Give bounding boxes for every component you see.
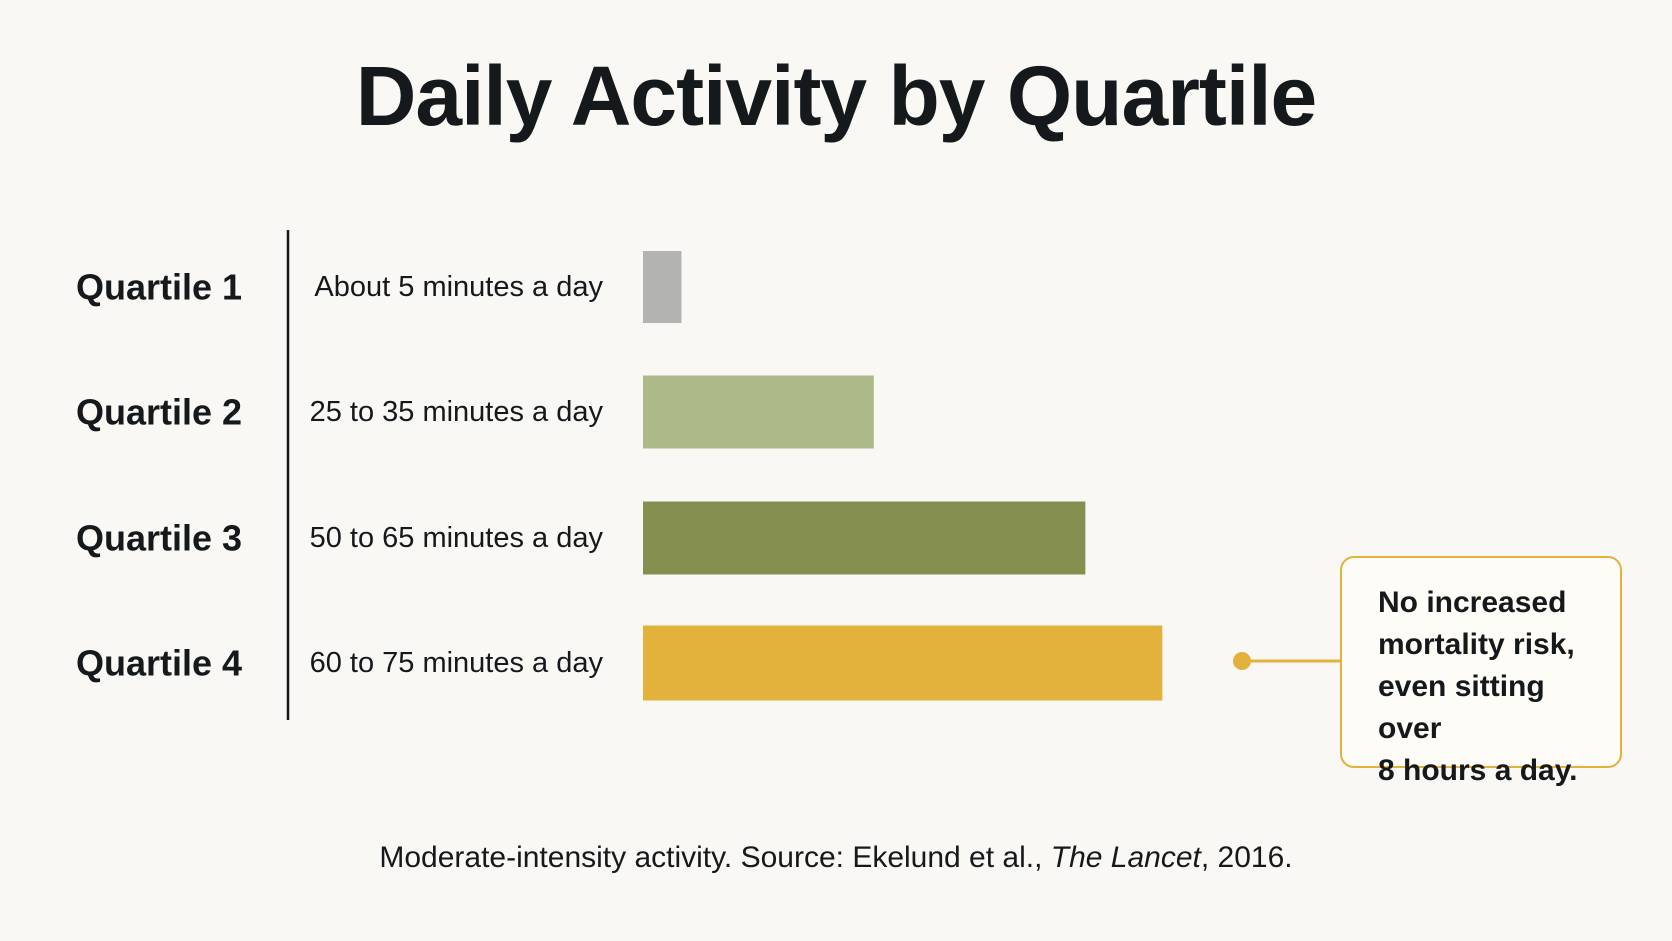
duration-label: About 5 minutes a day [314, 271, 603, 303]
annotation-callout: No increased mortality risk, even sittin… [1340, 556, 1622, 787]
callout-line: 8 hours a day. [1378, 754, 1578, 787]
duration-label: 25 to 35 minutes a day [310, 396, 604, 428]
bar [643, 501, 1086, 575]
callout-line: even sitting over [1378, 670, 1545, 745]
callout-text: No increased mortality risk, even sittin… [1378, 582, 1604, 792]
bar-rows: Quartile 1 About 5 minutes a day Quartile … [76, 251, 1163, 701]
callout-connector [1233, 652, 1340, 670]
callout-line: mortality risk, [1378, 628, 1575, 661]
category-label: Quartile 2 [76, 392, 242, 433]
source-prefix: Moderate-intensity activity. Source: Eke… [379, 841, 1051, 874]
source-note: Moderate-intensity activity. Source: Eke… [0, 838, 1672, 878]
duration-label: 50 to 65 minutes a day [310, 522, 604, 554]
duration-label: 60 to 75 minutes a day [310, 647, 604, 679]
category-label: Quartile 1 [76, 267, 242, 308]
category-label: Quartile 3 [76, 518, 242, 559]
source-journal: The Lancet [1050, 841, 1201, 874]
chart-title: Daily Activity by Quartile [355, 49, 1318, 143]
callout-line: No increased [1378, 586, 1567, 619]
bar [643, 625, 1163, 701]
source-suffix: , 2016. [1200, 841, 1293, 874]
bar [643, 251, 682, 323]
category-label: Quartile 4 [76, 643, 242, 684]
bar [643, 375, 874, 449]
